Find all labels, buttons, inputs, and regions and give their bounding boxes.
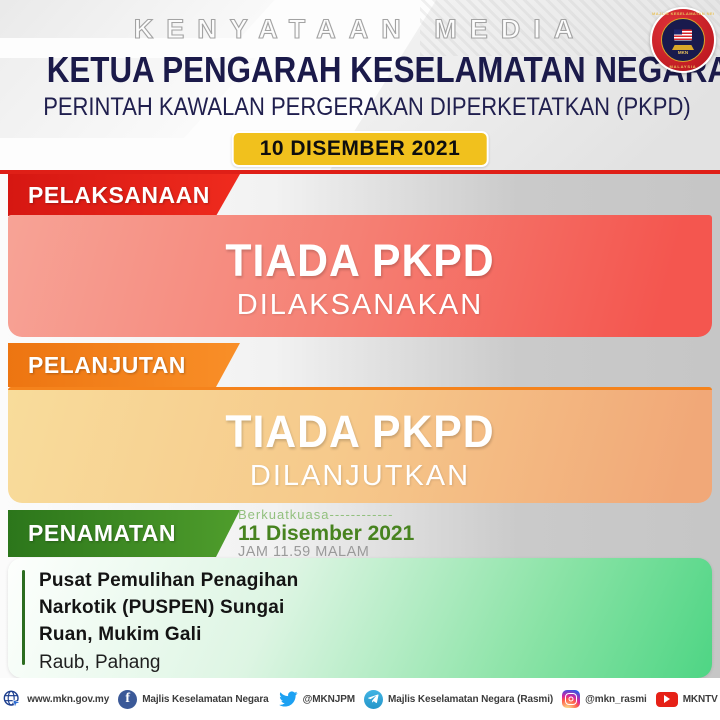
- effective-block: Berkuatkuasa------------ 11 Disember 202…: [238, 508, 414, 560]
- effective-time: JAM 11.59 MALAM: [238, 543, 370, 560]
- telegram-link[interactable]: Majlis Keselamatan Negara (Rasmi): [364, 689, 554, 709]
- location-line2: Narkotik (PUSPEN) Sungai: [39, 597, 285, 618]
- mkn-crest-logo: MAJLIS KESELAMATAN NEGARA MKN MALAYSIA: [650, 7, 716, 73]
- kicker-title: KENYATAAN MEDIA: [133, 13, 587, 44]
- location-line4: Raub, Pahang: [39, 652, 161, 673]
- page-subtitle: PERINTAH KAWALAN PERGERAKAN DIPERKETATKA…: [43, 93, 691, 121]
- instagram-link[interactable]: @mkn_rasmi: [562, 690, 647, 708]
- header: KENYATAAN MEDIA KETUA PENGARAH KESELAMAT…: [0, 0, 720, 170]
- content-band: PELAKSANAAN TIADA PKPD DILAKSANAKAN PELA…: [0, 170, 720, 678]
- logo-ring-text: MAJLIS KESELAMATAN NEGARA: [652, 11, 714, 16]
- telegram-icon: [364, 689, 384, 709]
- location-line3: Ruan, Mukim Gali: [39, 624, 202, 645]
- twitter-label: @MKNJPM: [302, 693, 356, 705]
- section-box-pelaksanaan: TIADA PKPD DILAKSANAKAN: [8, 215, 712, 337]
- section-label-penamatan: PENAMATAN: [8, 510, 240, 557]
- green-accent-bar: [22, 570, 25, 665]
- telegram-label: Majlis Keselamatan Negara (Rasmi): [388, 693, 554, 705]
- effective-label: Berkuatkuasa------------: [238, 507, 394, 522]
- facebook-link[interactable]: Majlis Keselamatan Negara: [118, 689, 269, 709]
- pelaksanaan-line1: TIADA PKPD: [225, 235, 495, 286]
- pelanjutan-line1: TIADA PKPD: [225, 406, 495, 457]
- pelanjutan-line2: DILANJUTKAN: [249, 460, 471, 492]
- instagram-icon: [562, 690, 581, 708]
- location-line1: Pusat Pemulihan Penagihan: [39, 570, 299, 591]
- facebook-icon: [118, 689, 138, 709]
- website-link[interactable]: www.mkn.gov.my: [2, 689, 109, 709]
- youtube-link[interactable]: MKNTV: [655, 691, 718, 707]
- crest-base: [672, 45, 694, 51]
- page-title: KETUA PENGARAH KESELAMATAN NEGARA: [46, 49, 720, 90]
- section-box-pelanjutan: TIADA PKPD DILANJUTKAN: [8, 387, 712, 503]
- logo-ring-text: MALAYSIA: [669, 64, 697, 69]
- section-label-pelanjutan: PELANJUTAN: [8, 343, 240, 387]
- youtube-icon: [655, 691, 678, 707]
- instagram-label: @mkn_rasmi: [585, 693, 647, 705]
- malaysia-flag-icon: [674, 29, 692, 41]
- section-label-pelaksanaan: PELAKSANAAN: [8, 174, 240, 216]
- globe-icon: [3, 690, 22, 709]
- logo-inner-disc: MKN: [661, 18, 705, 62]
- twitter-icon: [278, 690, 298, 707]
- date-badge: 10 DISEMBER 2021: [231, 131, 489, 167]
- website-label: www.mkn.gov.my: [27, 693, 110, 705]
- location-text: Pusat Pemulihan Penagihan Narkotik (PUSP…: [39, 567, 298, 678]
- twitter-link[interactable]: @MKNJPM: [278, 690, 356, 708]
- effective-date: 11 Disember 2021: [238, 521, 415, 545]
- red-divider-line: [0, 170, 720, 174]
- footer-social-bar: www.mkn.gov.my Majlis Keselamatan Negara…: [0, 678, 720, 720]
- facebook-label: Majlis Keselamatan Negara: [142, 693, 269, 705]
- youtube-label: MKNTV: [682, 693, 718, 705]
- pelaksanaan-line2: DILAKSANAKAN: [236, 289, 484, 321]
- logo-center-text: MKN: [677, 50, 689, 56]
- section-box-penamatan: Pusat Pemulihan Penagihan Narkotik (PUSP…: [8, 558, 712, 678]
